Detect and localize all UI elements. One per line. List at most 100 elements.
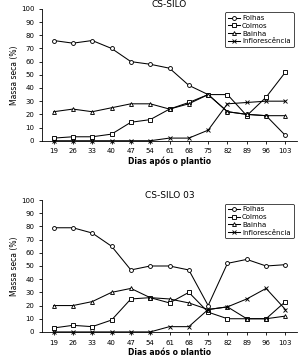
Folhas xyxy=(148,62,152,66)
Inflorescência xyxy=(168,136,171,140)
Folhas xyxy=(90,231,94,235)
Colmos xyxy=(52,136,56,140)
Inflorescência xyxy=(52,138,56,143)
Line: Bainha: Bainha xyxy=(52,93,287,118)
Folhas xyxy=(129,60,133,64)
Colmos xyxy=(110,132,113,136)
Folhas xyxy=(71,226,75,230)
Inflorescência xyxy=(206,128,210,132)
Bainha xyxy=(226,305,229,309)
Folhas xyxy=(206,304,210,308)
Inflorescência xyxy=(90,138,94,143)
Colmos xyxy=(52,326,56,330)
Inflorescência xyxy=(148,138,152,143)
Line: Folhas: Folhas xyxy=(52,226,287,307)
Inflorescência xyxy=(245,100,249,105)
Inflorescência xyxy=(148,330,152,334)
Bainha xyxy=(206,92,210,97)
Inflorescência xyxy=(284,307,287,312)
Bainha xyxy=(90,110,94,114)
Folhas xyxy=(129,268,133,272)
Folhas xyxy=(110,46,113,50)
Colmos xyxy=(168,301,171,305)
Folhas xyxy=(148,264,152,268)
Folhas xyxy=(206,92,210,97)
Y-axis label: Massa seca (%): Massa seca (%) xyxy=(11,45,20,105)
Folhas xyxy=(245,112,249,116)
Bainha xyxy=(52,110,56,114)
Bainha xyxy=(284,314,287,318)
Bainha xyxy=(264,317,268,321)
Folhas xyxy=(284,133,287,138)
Colmos xyxy=(245,317,249,321)
Inflorescência xyxy=(206,307,210,312)
Colmos xyxy=(264,95,268,99)
Bainha xyxy=(110,290,113,295)
Folhas xyxy=(168,66,171,70)
Colmos xyxy=(90,135,94,139)
Inflorescência xyxy=(168,324,171,329)
Bainha xyxy=(90,300,94,304)
Inflorescência xyxy=(129,330,133,334)
Inflorescência xyxy=(245,297,249,301)
Bainha xyxy=(71,107,75,111)
Legend: Folhas, Colmos, Bainha, Inflorescência: Folhas, Colmos, Bainha, Inflorescência xyxy=(225,12,293,47)
Colmos xyxy=(245,114,249,118)
Colmos xyxy=(264,317,268,321)
Folhas xyxy=(226,261,229,266)
Colmos xyxy=(129,120,133,124)
Legend: Folhas, Colmos, Bainha, Inflorescência: Folhas, Colmos, Bainha, Inflorescência xyxy=(225,203,293,238)
Bainha xyxy=(245,317,249,321)
Bainha xyxy=(129,102,133,106)
Bainha xyxy=(129,286,133,290)
Bainha xyxy=(168,297,171,301)
Colmos xyxy=(206,310,210,314)
Colmos xyxy=(284,70,287,74)
Line: Colmos: Colmos xyxy=(52,70,287,140)
Bainha xyxy=(71,304,75,308)
Line: Folhas: Folhas xyxy=(52,39,287,137)
Folhas xyxy=(187,83,190,87)
Folhas xyxy=(168,264,171,268)
Inflorescência xyxy=(110,330,113,334)
Bainha xyxy=(52,304,56,308)
Bainha xyxy=(187,301,190,305)
Bainha xyxy=(187,102,190,106)
Colmos xyxy=(71,323,75,327)
Bainha xyxy=(168,107,171,111)
Inflorescência xyxy=(71,138,75,143)
Colmos xyxy=(148,295,152,300)
Colmos xyxy=(148,118,152,122)
Folhas xyxy=(90,38,94,43)
Y-axis label: Massa seca (%): Massa seca (%) xyxy=(11,236,20,296)
Folhas xyxy=(264,114,268,118)
Folhas xyxy=(245,257,249,262)
Inflorescência xyxy=(187,136,190,140)
Colmos xyxy=(71,135,75,139)
Colmos xyxy=(90,324,94,329)
Inflorescência xyxy=(226,305,229,309)
Colmos xyxy=(187,290,190,295)
Inflorescência xyxy=(110,138,113,143)
Colmos xyxy=(226,317,229,321)
Folhas xyxy=(52,226,56,230)
Colmos xyxy=(284,300,287,304)
Folhas xyxy=(264,264,268,268)
Line: Colmos: Colmos xyxy=(52,290,287,330)
Bainha xyxy=(110,106,113,110)
Bainha xyxy=(148,295,152,300)
Title: CS-SILO 03: CS-SILO 03 xyxy=(145,191,194,200)
Inflorescência xyxy=(52,330,56,334)
Inflorescência xyxy=(264,286,268,290)
Inflorescência xyxy=(71,330,75,334)
Bainha xyxy=(206,307,210,312)
Folhas xyxy=(110,244,113,248)
Inflorescência xyxy=(264,99,268,103)
Bainha xyxy=(264,114,268,118)
Inflorescência xyxy=(284,99,287,103)
Line: Bainha: Bainha xyxy=(52,286,287,321)
Inflorescência xyxy=(90,330,94,334)
Bainha xyxy=(245,112,249,116)
Colmos xyxy=(110,318,113,322)
Folhas xyxy=(71,41,75,45)
